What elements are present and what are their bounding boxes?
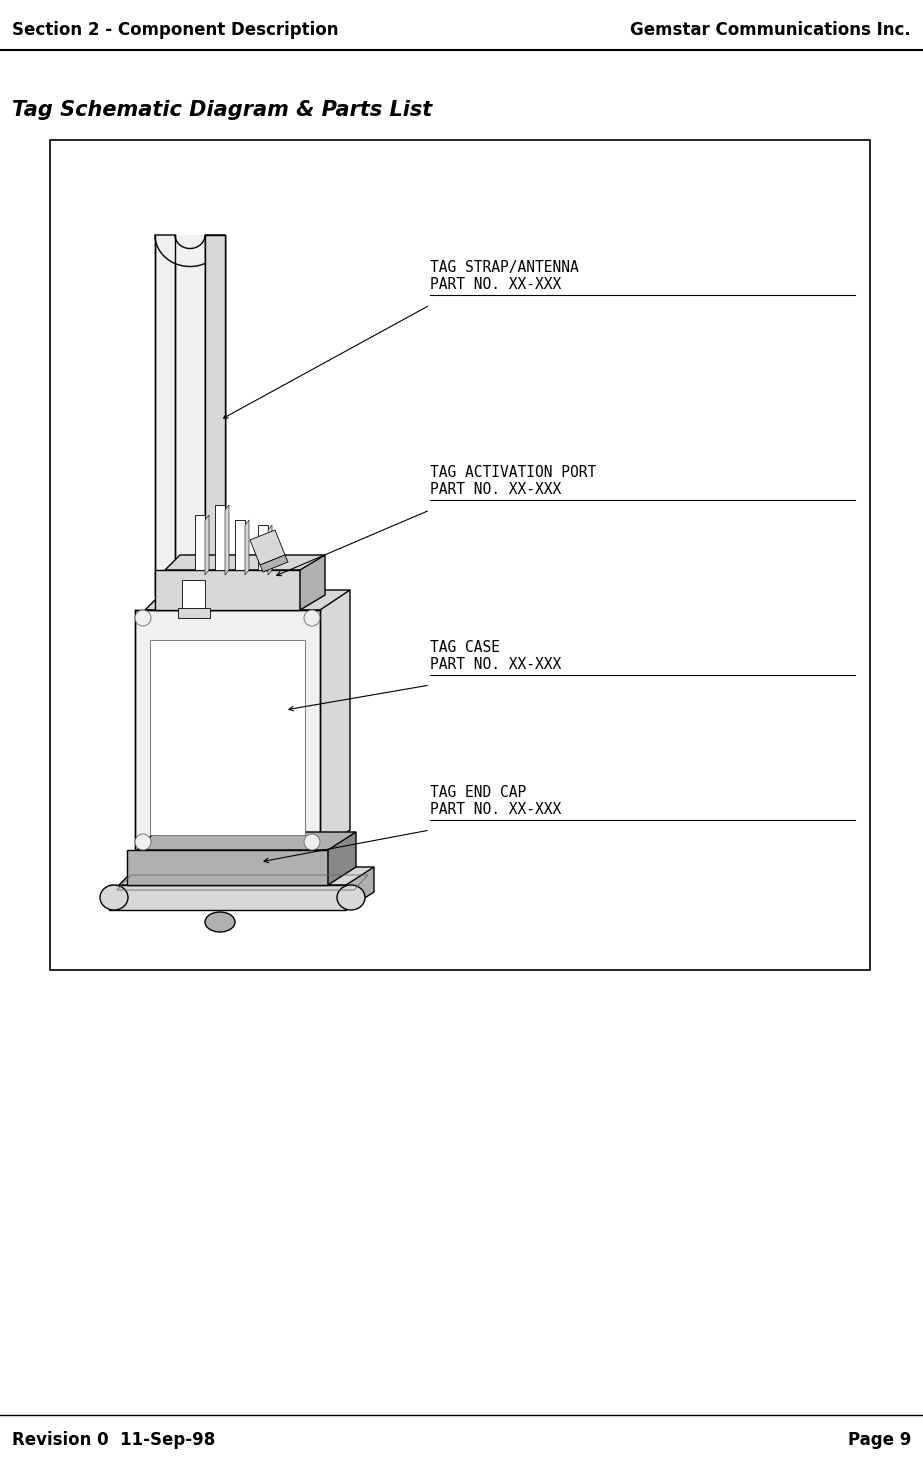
Ellipse shape [135,610,151,626]
Polygon shape [109,886,346,910]
Polygon shape [137,832,356,851]
Polygon shape [155,570,300,610]
Bar [50,140,870,970]
Text: TAG CASE: TAG CASE [430,641,500,655]
Polygon shape [250,530,285,565]
Polygon shape [165,554,325,570]
Polygon shape [245,519,249,575]
Polygon shape [119,867,374,886]
Text: PART NO. XX-XXX: PART NO. XX-XXX [430,481,561,498]
Polygon shape [215,505,225,570]
Text: TAG STRAP/ANTENNA: TAG STRAP/ANTENNA [430,260,579,274]
Text: Revision 0  11-Sep-98: Revision 0 11-Sep-98 [12,1431,215,1449]
Polygon shape [195,515,205,570]
Ellipse shape [205,912,235,932]
Polygon shape [155,235,225,267]
Ellipse shape [100,886,128,910]
Text: PART NO. XX-XXX: PART NO. XX-XXX [430,277,561,292]
Polygon shape [260,554,288,572]
Polygon shape [205,515,209,575]
Polygon shape [145,589,350,610]
Text: Page 9: Page 9 [847,1431,911,1449]
Ellipse shape [304,610,320,626]
Polygon shape [205,235,225,595]
Text: PART NO. XX-XXX: PART NO. XX-XXX [430,657,561,671]
Ellipse shape [337,886,365,910]
Ellipse shape [304,835,320,851]
Polygon shape [268,525,272,575]
Text: Section 2 - Component Description: Section 2 - Component Description [12,20,339,39]
Polygon shape [178,608,210,619]
Polygon shape [300,554,325,610]
Text: TAG END CAP: TAG END CAP [430,785,526,800]
Polygon shape [346,867,374,910]
Text: Gemstar Communications Inc.: Gemstar Communications Inc. [630,20,911,39]
Polygon shape [127,851,328,886]
Text: Tag Schematic Diagram & Parts List: Tag Schematic Diagram & Parts List [12,101,432,120]
Polygon shape [328,832,356,886]
Polygon shape [258,525,268,570]
Polygon shape [135,610,320,851]
Polygon shape [150,641,305,835]
Polygon shape [225,505,229,575]
Polygon shape [235,519,245,570]
Ellipse shape [135,835,151,851]
Text: TAG ACTIVATION PORT: TAG ACTIVATION PORT [430,465,596,480]
Polygon shape [155,235,225,595]
Polygon shape [182,581,205,610]
Text: PART NO. XX-XXX: PART NO. XX-XXX [430,802,561,817]
Polygon shape [320,589,350,851]
